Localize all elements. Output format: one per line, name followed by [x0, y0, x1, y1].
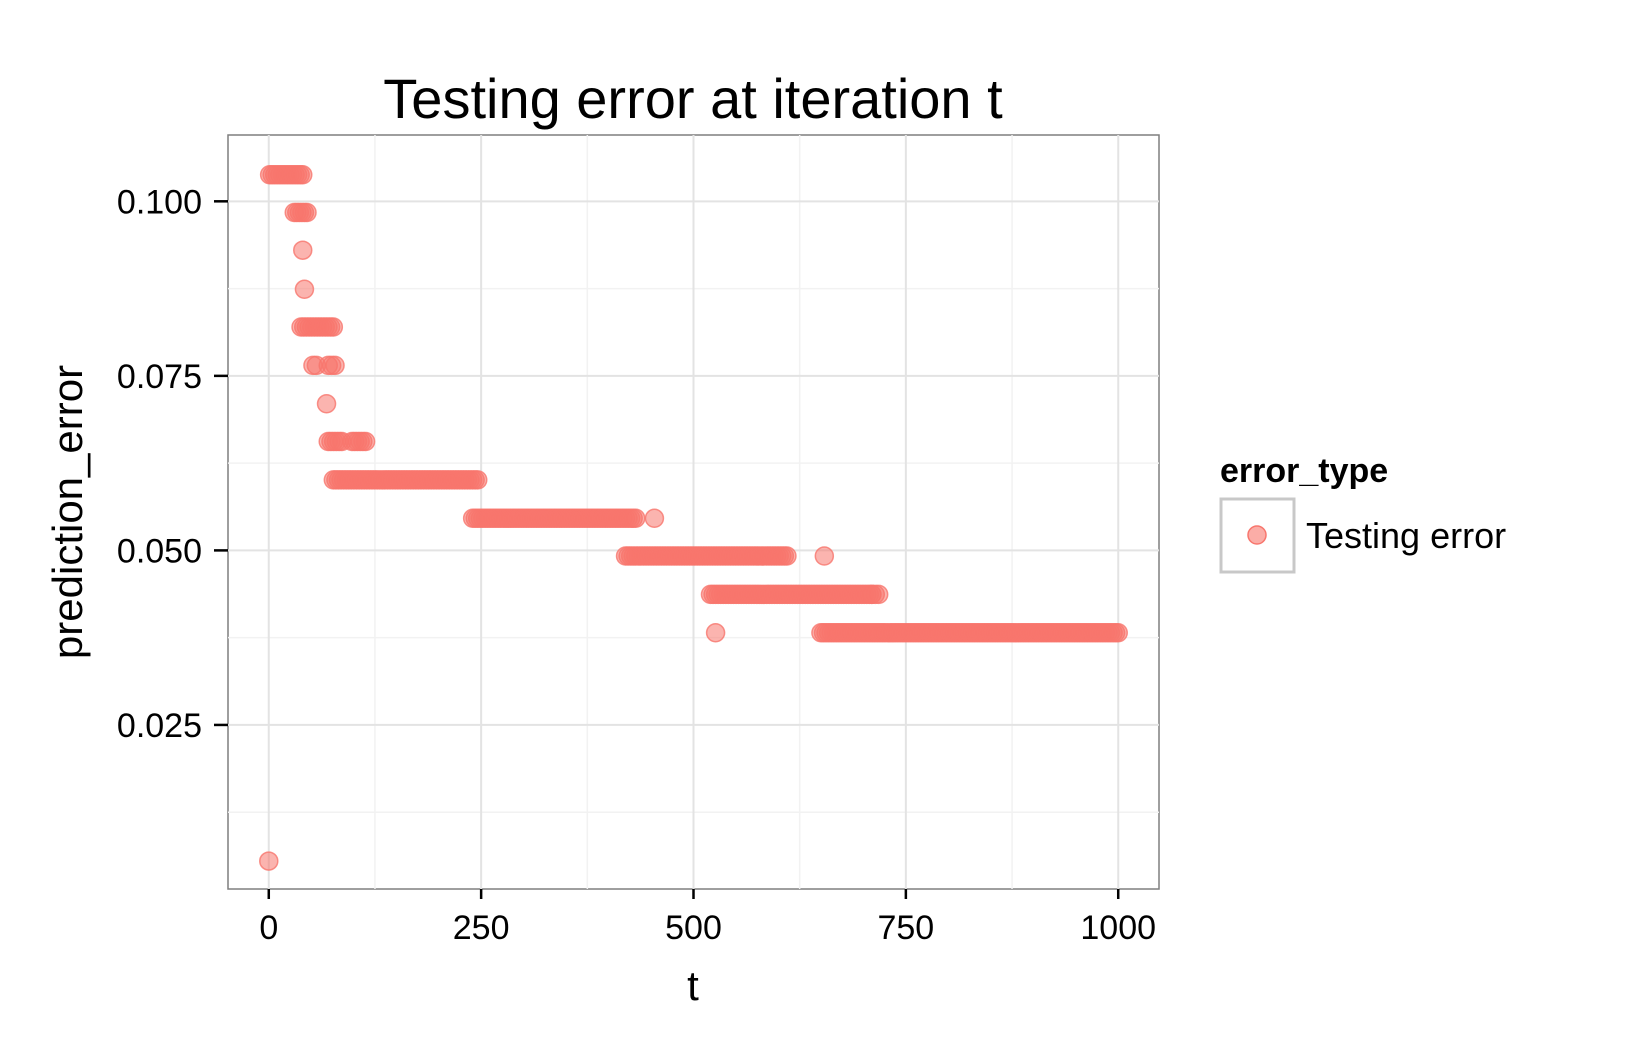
chart-title: Testing error at iteration t: [383, 67, 1003, 130]
x-tick-label: 750: [877, 909, 934, 947]
legend-entry-label: Testing error: [1306, 515, 1506, 556]
data-point: [1108, 623, 1128, 643]
data-point: [467, 470, 488, 490]
legend-title: error_type: [1220, 452, 1388, 490]
data-point: [316, 394, 337, 414]
data-point: [814, 546, 835, 566]
x-tick-label: 1000: [1080, 909, 1156, 947]
data-point: [297, 202, 317, 223]
y-tick-label: 0.075: [117, 358, 202, 396]
data-point: [293, 240, 313, 260]
data-point: [294, 279, 315, 300]
data-point: [293, 165, 313, 185]
data-point: [868, 584, 889, 605]
data-points: [259, 165, 1128, 871]
y-tick-label: 0.050: [117, 532, 202, 570]
x-axis-label: t: [687, 962, 699, 1009]
x-tick-label: 250: [453, 909, 510, 947]
data-point: [323, 317, 344, 337]
data-point: [355, 431, 376, 452]
y-tick-label: 0.025: [117, 707, 202, 745]
legend: error_type Testing error: [1219, 452, 1506, 574]
legend-swatch: [1247, 525, 1267, 545]
y-axis-label: prediction_error: [44, 365, 91, 659]
data-point: [644, 508, 665, 529]
data-point: [625, 508, 646, 529]
axes: 0 250 500 750 1000 0.025 0.050 0.075 0.100: [117, 183, 1156, 947]
data-point: [777, 546, 797, 566]
x-tick-label: 500: [665, 909, 722, 947]
data-point: [259, 851, 279, 871]
x-tick-label: 0: [259, 909, 278, 947]
y-tick-label: 0.100: [117, 183, 202, 221]
data-point: [325, 355, 345, 376]
data-point: [705, 623, 726, 643]
